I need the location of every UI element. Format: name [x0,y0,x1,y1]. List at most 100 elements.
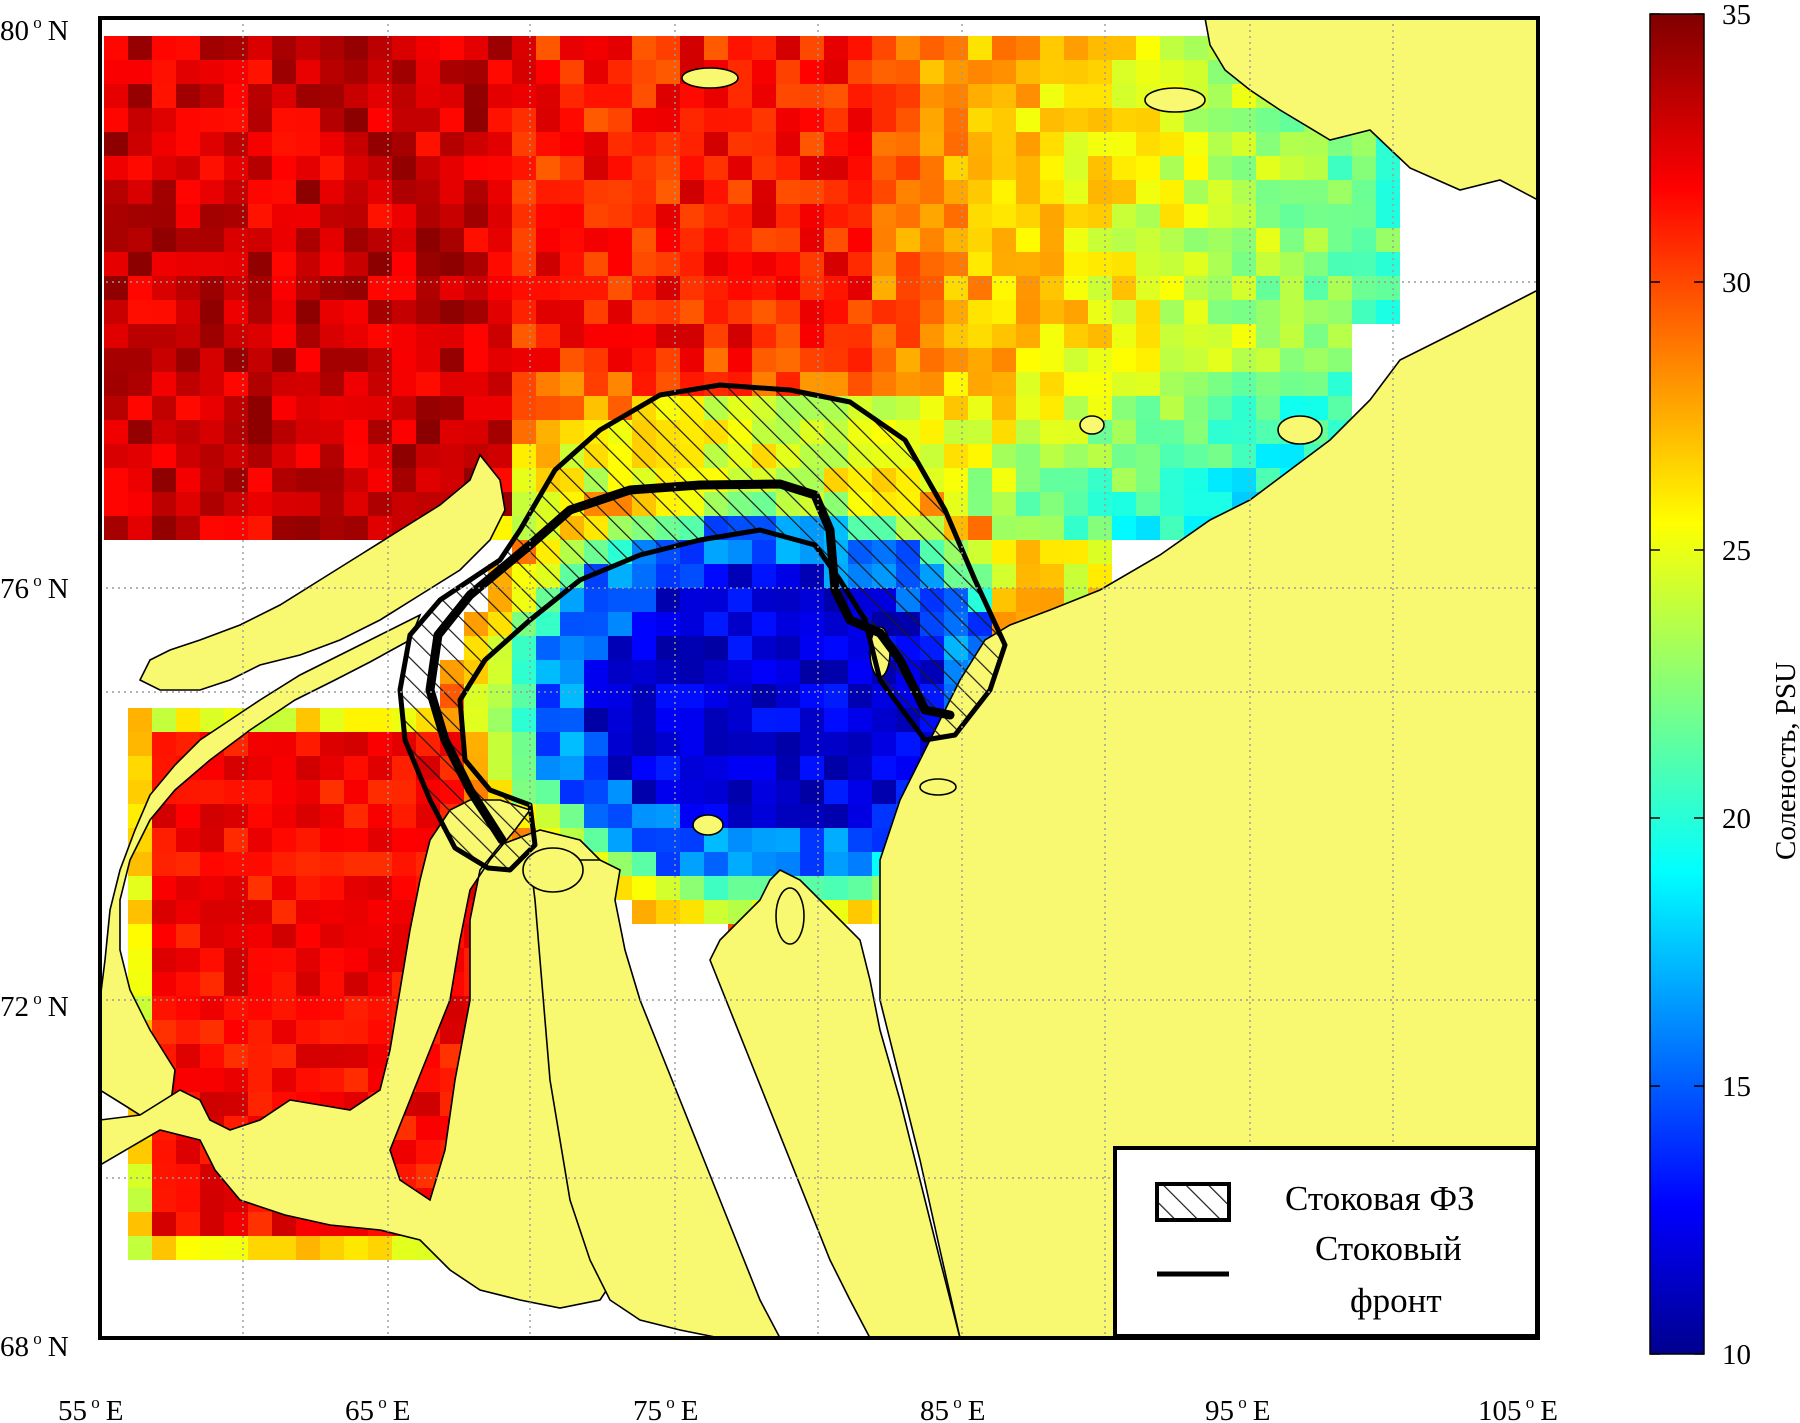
salinity-cell [1328,180,1352,204]
salinity-cell [488,684,512,708]
salinity-cell [848,204,872,228]
salinity-cell [560,612,584,636]
salinity-cell [944,396,968,420]
salinity-cell [968,108,992,132]
salinity-cell [1328,204,1352,228]
salinity-cell [392,228,416,252]
salinity-cell [608,684,632,708]
salinity-cell [632,300,656,324]
salinity-cell [200,780,224,804]
salinity-cell [272,732,296,756]
salinity-cell [248,492,272,516]
salinity-cell [920,156,944,180]
salinity-cell [224,156,248,180]
salinity-cell [320,60,344,84]
salinity-cell [176,204,200,228]
salinity-cell [248,300,272,324]
salinity-cell [1256,420,1280,444]
salinity-cell [416,372,440,396]
salinity-cell [536,132,560,156]
salinity-cell [1208,348,1232,372]
salinity-cell [1256,324,1280,348]
salinity-cell [1184,36,1208,60]
salinity-cell [704,300,728,324]
salinity-cell [896,204,920,228]
salinity-cell [704,324,728,348]
salinity-cell [632,684,656,708]
salinity-cell [656,780,680,804]
salinity-cell [272,348,296,372]
salinity-cell [512,60,536,84]
salinity-cell [872,156,896,180]
colorbar-tick-label: 20 [1722,803,1751,835]
salinity-cell [800,804,824,828]
salinity-cell [1352,276,1376,300]
salinity-cell [320,324,344,348]
salinity-cell [1304,180,1328,204]
salinity-cell [416,36,440,60]
salinity-cell [440,348,464,372]
salinity-cell [992,588,1016,612]
salinity-cell [584,588,608,612]
salinity-cell [440,420,464,444]
salinity-cell [656,684,680,708]
salinity-cell [104,492,128,516]
salinity-cell [752,540,776,564]
salinity-cell [176,372,200,396]
salinity-cell [920,252,944,276]
salinity-cell [272,876,296,900]
salinity-cell [320,732,344,756]
salinity-cell [800,684,824,708]
salinity-cell [560,156,584,180]
salinity-cell [416,420,440,444]
salinity-cell [512,204,536,228]
salinity-cell [512,372,536,396]
salinity-cell [608,324,632,348]
salinity-cell [1064,516,1088,540]
salinity-cell [512,180,536,204]
salinity-cell [464,132,488,156]
salinity-cell [272,228,296,252]
salinity-cell [200,444,224,468]
salinity-cell [296,948,320,972]
salinity-cell [1088,276,1112,300]
salinity-cell [104,372,128,396]
salinity-cell [800,828,824,852]
salinity-cell [680,324,704,348]
salinity-cell [416,1140,440,1164]
salinity-cell [152,516,176,540]
island-6 [692,814,724,836]
land-yamal [529,859,781,1338]
salinity-cell [176,1068,200,1092]
salinity-cell [920,372,944,396]
salinity-cell [512,732,536,756]
salinity-cell [248,84,272,108]
salinity-cell [488,420,512,444]
salinity-cell [1208,228,1232,252]
salinity-cell [752,852,776,876]
salinity-cell [440,156,464,180]
salinity-cell [776,660,800,684]
salinity-cell [176,60,200,84]
salinity-cell [344,804,368,828]
salinity-cell [800,132,824,156]
salinity-cell [296,924,320,948]
salinity-cell [344,828,368,852]
salinity-cell [224,204,248,228]
salinity-cell [104,204,128,228]
salinity-cell [128,276,152,300]
legend-hatched-swatch [1155,1182,1231,1222]
salinity-cell [344,900,368,924]
salinity-cell [344,84,368,108]
salinity-cell [488,204,512,228]
salinity-cell [992,252,1016,276]
salinity-cell [200,324,224,348]
salinity-cell [248,1092,272,1116]
salinity-cell [1016,228,1040,252]
salinity-cell [176,972,200,996]
salinity-cell [632,156,656,180]
salinity-cell [1112,300,1136,324]
salinity-cell [656,348,680,372]
land-novaya-zemlya-north [138,453,506,691]
salinity-cell [272,180,296,204]
